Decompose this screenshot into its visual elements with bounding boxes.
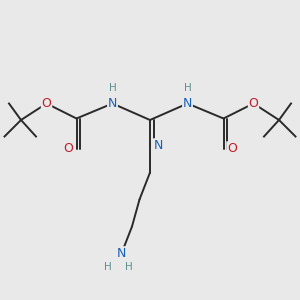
Text: H: H <box>104 262 112 272</box>
Text: N: N <box>154 139 163 152</box>
Text: O: O <box>249 97 258 110</box>
Text: H: H <box>125 262 133 272</box>
Text: H: H <box>184 83 191 94</box>
Text: N: N <box>183 97 192 110</box>
Text: O: O <box>63 142 73 155</box>
Text: O: O <box>227 142 237 155</box>
Text: O: O <box>42 97 51 110</box>
Text: N: N <box>117 247 126 260</box>
Text: H: H <box>109 83 116 94</box>
Text: N: N <box>108 97 117 110</box>
